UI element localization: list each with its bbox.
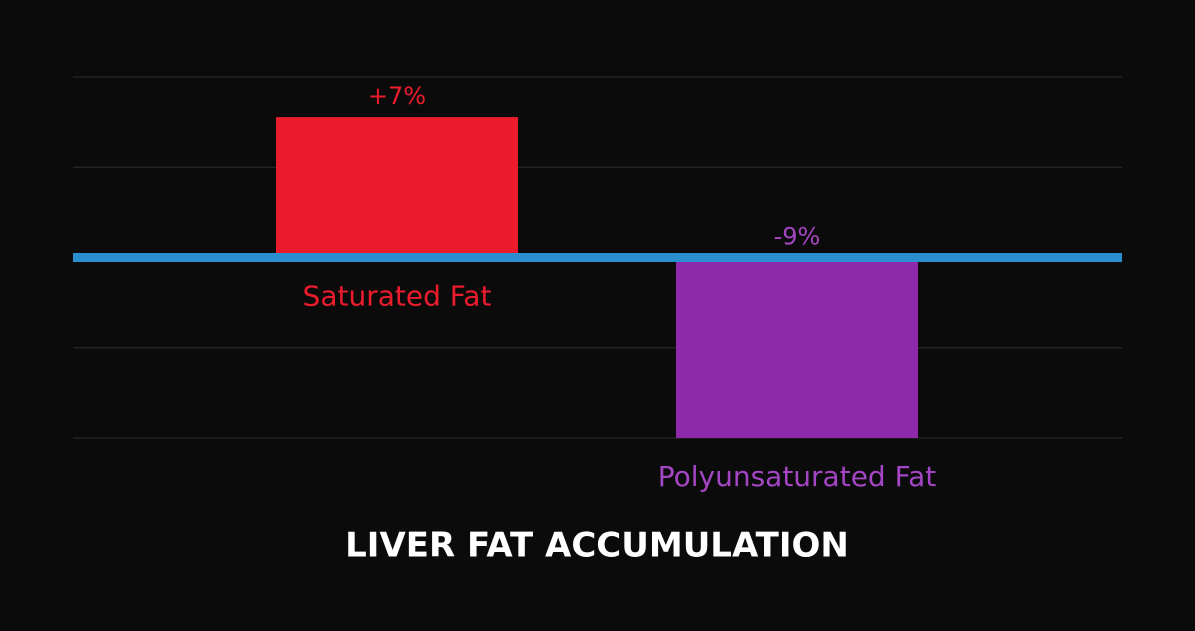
category-label: Saturated Fat [303, 280, 492, 313]
chart-title: LIVER FAT ACCUMULATION [345, 526, 849, 566]
bar [676, 257, 918, 438]
value-label: -9% [774, 223, 821, 251]
value-label: +7% [368, 82, 426, 110]
category-label: Polyunsaturated Fat [658, 460, 937, 493]
bar [276, 117, 518, 258]
